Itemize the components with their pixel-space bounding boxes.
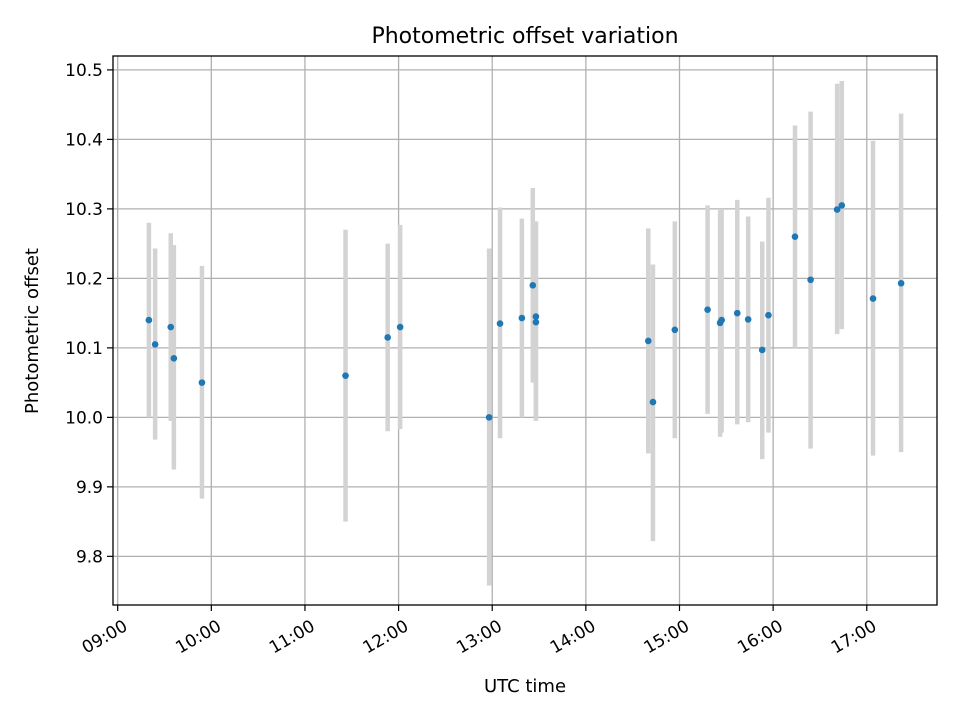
y-tick-label: 9.8 [76, 547, 103, 567]
x-tick-label: 13:00 [453, 616, 505, 658]
data-point [518, 314, 526, 322]
y-axis-label: Photometric offset [22, 248, 43, 414]
data-point [833, 206, 841, 213]
grid [113, 56, 937, 605]
y-tick-label: 9.9 [76, 478, 103, 498]
data-point [198, 379, 206, 386]
data-point [529, 282, 537, 289]
x-axis-label: UTC time [484, 676, 566, 697]
y-axis-ticks: 9.8 9.9 10.0 10.1 10.2 10.3 10.4 10.5 [65, 61, 113, 567]
data-point [532, 313, 540, 320]
data-point [758, 346, 766, 354]
data-point [342, 372, 349, 379]
x-tick-label: 11:00 [266, 616, 318, 658]
y-tick-label: 10.5 [65, 61, 103, 81]
data-point [671, 326, 679, 334]
data-point [532, 318, 540, 326]
x-tick-label: 17:00 [828, 616, 880, 658]
data-point [744, 316, 752, 323]
data-point [765, 311, 772, 319]
error-bars [146, 81, 904, 586]
data-point [170, 354, 178, 362]
y-tick-label: 10.3 [65, 200, 103, 220]
x-tick-label: 12:00 [360, 616, 412, 658]
data-point [649, 398, 657, 406]
data-points [145, 202, 905, 421]
x-tick-label: 09:00 [79, 616, 131, 658]
x-axis-ticks: 09:00 10:00 11:00 12:00 13:00 14:00 15:00 16:00… [79, 605, 880, 658]
chart-title: Photometric offset variation [371, 24, 678, 49]
x-tick-label: 10:00 [172, 616, 224, 658]
data-point [791, 233, 799, 240]
data-point [897, 279, 905, 287]
x-tick-label: 15:00 [641, 616, 693, 658]
data-point [644, 337, 652, 345]
data-point [396, 323, 404, 331]
data-point [733, 309, 741, 317]
data-point [807, 276, 814, 284]
x-tick-label: 16:00 [734, 616, 786, 658]
data-point [869, 295, 877, 302]
data-point [704, 306, 711, 313]
y-tick-label: 10.4 [65, 130, 103, 150]
data-point [838, 202, 846, 209]
y-tick-label: 10.1 [65, 339, 103, 359]
data-point [151, 341, 159, 348]
data-point [485, 414, 493, 421]
y-tick-label: 10.0 [65, 408, 103, 428]
data-point [496, 320, 504, 327]
data-point [145, 316, 153, 324]
plot-frame [112, 55, 938, 606]
x-tick-label: 14:00 [547, 616, 599, 658]
data-point [384, 334, 391, 341]
y-tick-label: 10.2 [65, 269, 103, 289]
data-point [718, 316, 725, 324]
data-point [167, 323, 175, 331]
